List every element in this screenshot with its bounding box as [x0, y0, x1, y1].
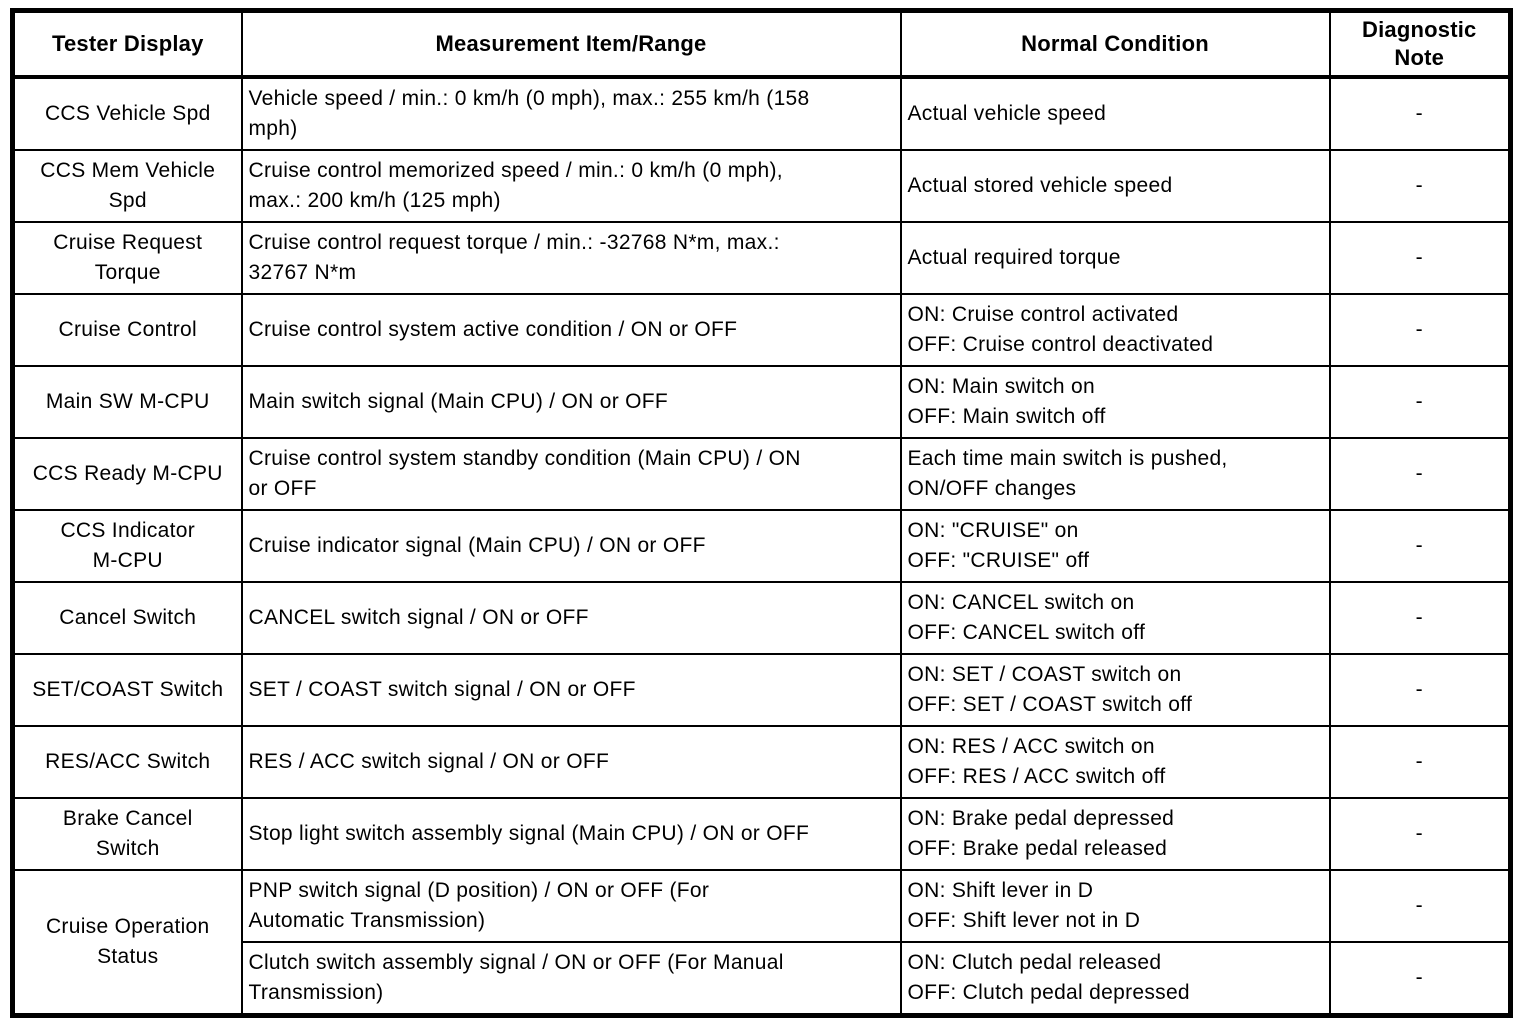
tester-display-cell: SET/COAST Switch — [11, 652, 243, 727]
tester-display-cell: Cruise Control — [11, 292, 243, 367]
measurement-cell: Clutch switch assembly signal / ON or OF… — [240, 940, 902, 1017]
tester-display-cell: CCS Mem Vehicle Spd — [11, 148, 243, 223]
measurement-cell: Cruise control request torque / min.: -3… — [240, 220, 902, 295]
column-header-measurement-item-range: Measurement Item/Range — [240, 9, 902, 79]
normal-condition-cell: Actual stored vehicle speed — [899, 148, 1331, 223]
measurement-cell: SET / COAST switch signal / ON or OFF — [240, 652, 902, 727]
normal-condition-cell: Actual required torque — [899, 220, 1331, 295]
normal-condition-cell: ON: Brake pedal depressed OFF: Brake ped… — [899, 796, 1331, 871]
table-row: Clutch switch assembly signal / ON or OF… — [13, 940, 1512, 1017]
column-header-normal-condition: Normal Condition — [899, 9, 1331, 79]
tester-display-cell: CCS Indicator M-CPU — [11, 508, 243, 583]
tester-display-cell: Cruise Request Torque — [11, 220, 243, 295]
column-header-tester-display: Tester Display — [11, 9, 243, 79]
diagnostic-note-cell: - — [1328, 220, 1512, 295]
header-row: Tester Display Measurement Item/Range No… — [11, 9, 1512, 79]
normal-condition-cell: ON: "CRUISE" on OFF: "CRUISE" off — [899, 508, 1331, 583]
measurement-cell: Cruise indicator signal (Main CPU) / ON … — [240, 508, 902, 583]
measurement-cell: Stop light switch assembly signal (Main … — [240, 796, 902, 871]
normal-condition-cell: ON: SET / COAST switch on OFF: SET / COA… — [899, 652, 1331, 727]
table-row: Cruise Control Cruise control system act… — [11, 292, 1512, 367]
tester-display-cell: CCS Ready M-CPU — [11, 436, 243, 511]
table-row: Cancel Switch CANCEL switch signal / ON … — [11, 580, 1512, 655]
normal-condition-cell: ON: Main switch on OFF: Main switch off — [899, 364, 1331, 439]
tester-display-cell: Brake Cancel Switch — [11, 796, 243, 871]
table-row: Brake Cancel Switch Stop light switch as… — [11, 796, 1512, 871]
measurement-cell: CANCEL switch signal / ON or OFF — [240, 580, 902, 655]
normal-condition-cell: ON: RES / ACC switch on OFF: RES / ACC s… — [899, 724, 1331, 799]
measurement-cell: Cruise control system active condition /… — [240, 292, 902, 367]
diagnostic-note-cell: - — [1328, 940, 1512, 1017]
diagnostic-note-cell: - — [1328, 724, 1512, 799]
table-row: CCS Vehicle Spd Vehicle speed / min.: 0 … — [11, 75, 1512, 151]
table-row: Cruise Operation Status PNP switch signa… — [11, 868, 1512, 1017]
measurement-cell: Main switch signal (Main CPU) / ON or OF… — [240, 364, 902, 439]
measurement-cell: PNP switch signal (D position) / ON or O… — [240, 868, 902, 943]
tester-display-cell: Cruise Operation Status — [11, 868, 243, 1017]
table-row: SET/COAST Switch SET / COAST switch sign… — [11, 652, 1512, 727]
diagnostic-note-cell: - — [1328, 148, 1512, 223]
normal-condition-cell: ON: Shift lever in D OFF: Shift lever no… — [899, 868, 1331, 943]
diagnostic-note-cell: - — [1328, 436, 1512, 511]
tester-data-table: Tester Display Measurement Item/Range No… — [10, 8, 1513, 1018]
measurement-cell: Cruise control system standby condition … — [240, 436, 902, 511]
table-row: CCS Indicator M-CPU Cruise indicator sig… — [11, 508, 1512, 583]
tester-display-cell: CCS Vehicle Spd — [11, 75, 243, 151]
table-row: CCS Ready M-CPU Cruise control system st… — [11, 436, 1512, 511]
normal-condition-cell: ON: Clutch pedal released OFF: Clutch pe… — [899, 940, 1331, 1017]
normal-condition-cell: Actual vehicle speed — [899, 75, 1331, 151]
column-header-diagnostic-note: Diagnostic Note — [1328, 9, 1512, 79]
measurement-cell: RES / ACC switch signal / ON or OFF — [240, 724, 902, 799]
diagnostic-note-cell: - — [1328, 364, 1512, 439]
measurement-cell: Vehicle speed / min.: 0 km/h (0 mph), ma… — [240, 75, 902, 151]
diagnostic-note-cell: - — [1328, 292, 1512, 367]
tester-display-cell: RES/ACC Switch — [11, 724, 243, 799]
table-row: Main SW M-CPU Main switch signal (Main C… — [11, 364, 1512, 439]
diagnostic-note-cell: - — [1328, 75, 1512, 151]
diagnostic-note-cell: - — [1328, 508, 1512, 583]
diagnostic-note-cell: - — [1328, 580, 1512, 655]
diagnostic-note-cell: - — [1328, 868, 1512, 943]
table-row: Cruise Request Torque Cruise control req… — [11, 220, 1512, 295]
table-row: CCS Mem Vehicle Spd Cruise control memor… — [11, 148, 1512, 223]
normal-condition-cell: ON: Cruise control activated OFF: Cruise… — [899, 292, 1331, 367]
table-row: RES/ACC Switch RES / ACC switch signal /… — [11, 724, 1512, 799]
measurement-cell: Cruise control memorized speed / min.: 0… — [240, 148, 902, 223]
normal-condition-cell: ON: CANCEL switch on OFF: CANCEL switch … — [899, 580, 1331, 655]
diagnostic-note-cell: - — [1328, 652, 1512, 727]
tester-display-cell: Main SW M-CPU — [11, 364, 243, 439]
normal-condition-cell: Each time main switch is pushed, ON/OFF … — [899, 436, 1331, 511]
diagnostic-note-cell: - — [1328, 796, 1512, 871]
tester-display-cell: Cancel Switch — [11, 580, 243, 655]
